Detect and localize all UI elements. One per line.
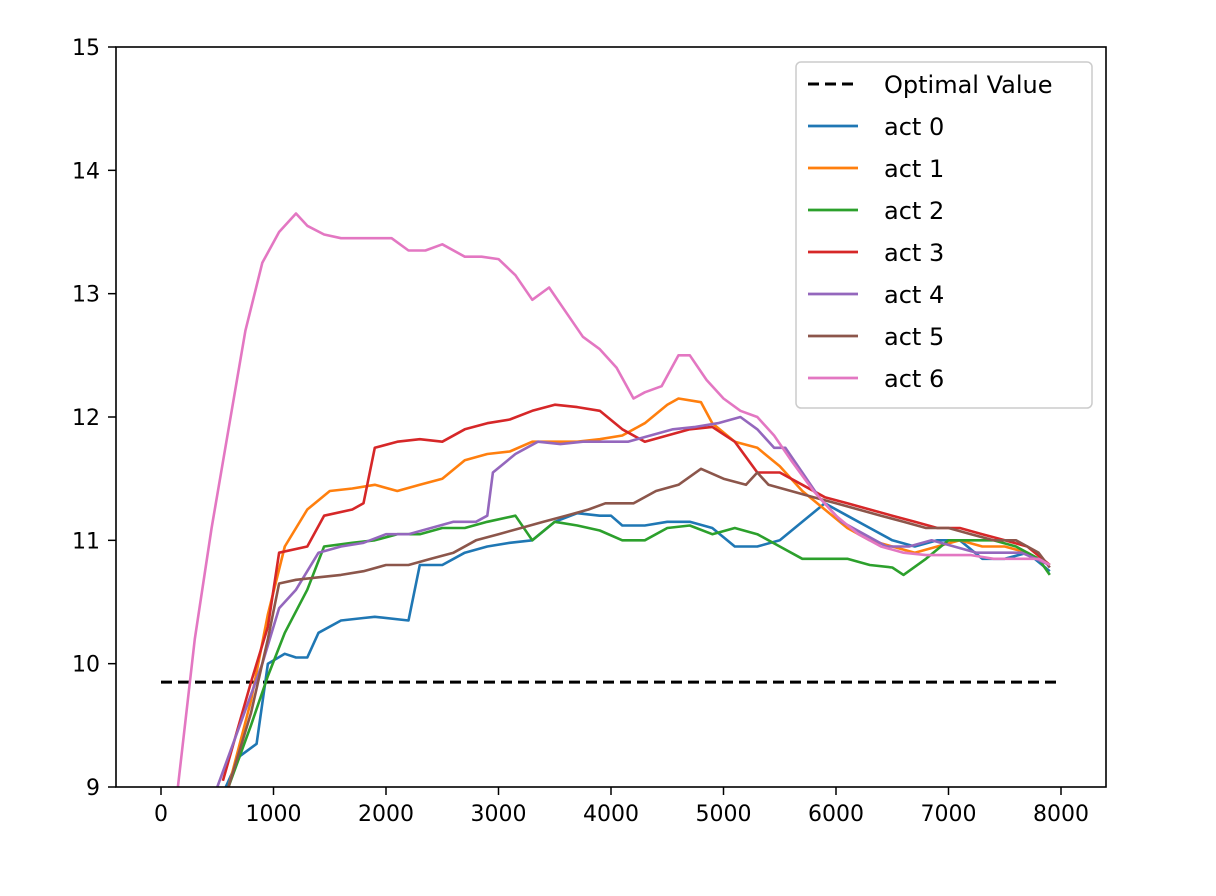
series-line-act-5 <box>227 467 1051 787</box>
y-axis: 9 10 11 12 13 14 15 <box>72 36 116 801</box>
x-tick-label: 3000 <box>471 802 527 827</box>
legend-label: act 0 <box>884 113 944 141</box>
x-tick-label: 7000 <box>921 802 977 827</box>
y-tick-label: 14 <box>72 159 100 184</box>
y-tick-label: 12 <box>72 406 100 431</box>
series-layer <box>161 212 1061 787</box>
legend-label: act 1 <box>884 155 944 183</box>
legend: Optimal Value act 0 act 1 act 2 act 3 act 4 ac… <box>795 61 1093 409</box>
y-tick-label: 10 <box>72 653 100 678</box>
series-line-act-2 <box>227 514 1051 787</box>
series-line-act-6 <box>176 212 1051 787</box>
y-tick-label: 15 <box>72 36 100 61</box>
x-tick-label: 8000 <box>1033 802 1089 827</box>
legend-label: act 2 <box>884 197 944 225</box>
x-tick-label: 1000 <box>246 802 302 827</box>
x-tick-label: 6000 <box>808 802 864 827</box>
x-tick-label: 5000 <box>696 802 752 827</box>
y-tick-label: 13 <box>72 283 100 308</box>
series-line-act-1 <box>227 397 1051 787</box>
x-tick-label: 4000 <box>583 802 639 827</box>
legend-label: act 3 <box>884 239 944 267</box>
legend-label: act 4 <box>884 281 944 309</box>
legend-label: Optimal Value <box>884 71 1053 99</box>
legend-box <box>795 61 1093 409</box>
y-tick-label: 9 <box>86 776 100 801</box>
x-axis: 0 1000 2000 3000 4000 5000 6000 7000 8000 <box>154 787 1089 827</box>
series-line-act-0 <box>224 501 1051 787</box>
series-line-act-3 <box>221 403 1051 782</box>
legend-label: act 6 <box>884 365 944 393</box>
legend-label: act 5 <box>884 323 944 351</box>
x-tick-label: 0 <box>154 802 168 827</box>
series-line-act-4 <box>216 415 1051 787</box>
y-tick-label: 11 <box>72 529 100 554</box>
x-tick-label: 2000 <box>358 802 414 827</box>
